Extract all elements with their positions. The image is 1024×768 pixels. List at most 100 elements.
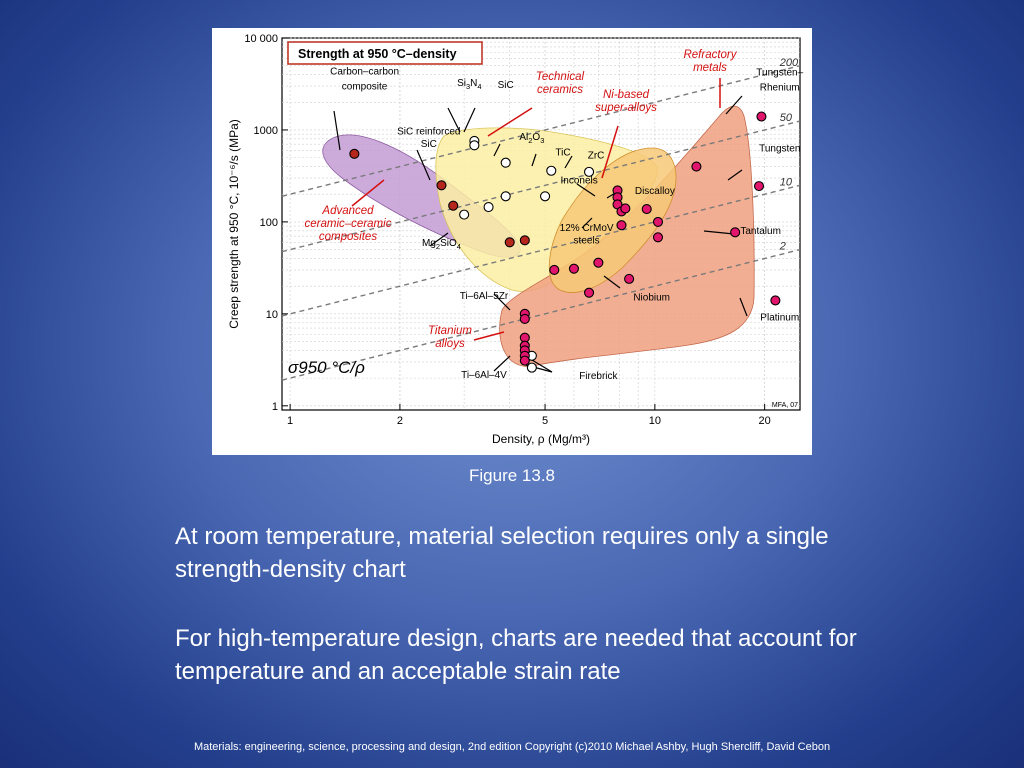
y-tick-label: 1 xyxy=(272,401,278,413)
point-layer xyxy=(349,111,781,373)
y-axis-title: Creep strength at 950 °C, 10⁻⁶/s (MPa) xyxy=(227,119,241,329)
data-point xyxy=(349,148,360,159)
material-label: Tantalum xyxy=(740,226,781,237)
axis-layer: 1 2 5 10 20 1 10 100 1000 10 000 Density, ρ (Mg/m³… xyxy=(227,33,771,446)
x-axis-title: Density, ρ (Mg/m³) xyxy=(492,432,590,446)
leader-zrc xyxy=(564,155,573,169)
material-label: Inconels xyxy=(561,176,598,187)
leader-mg2sio4 xyxy=(429,232,449,247)
leader-crmov xyxy=(581,217,593,229)
guide-line-label: σ950 °C/ρ xyxy=(288,358,365,377)
leader-tungsten-rhenium xyxy=(725,95,743,115)
guide-label-10: 10 xyxy=(780,176,793,188)
strength-density-chart: 200 50 10 2 xyxy=(212,28,812,455)
data-point xyxy=(652,216,664,227)
paragraph-room-temperature: At room temperature, material selection … xyxy=(175,523,829,583)
data-point xyxy=(593,257,604,268)
leader-firebrick-2 xyxy=(521,363,553,373)
leader-niobium xyxy=(603,275,621,289)
x-tick-label: 1 xyxy=(287,415,293,427)
guide-layer: 200 50 10 2 xyxy=(281,57,801,381)
guide-line-50 xyxy=(281,120,801,253)
material-label: Platinum xyxy=(760,312,799,323)
y-tick-label: 100 xyxy=(260,217,278,229)
data-point xyxy=(583,166,595,177)
material-label: SiC xyxy=(498,80,514,91)
y-tick-label: 10 000 xyxy=(244,33,278,45)
material-label: composite xyxy=(342,82,388,93)
data-point xyxy=(546,165,557,176)
data-point xyxy=(526,362,537,373)
material-label: Niobium xyxy=(633,292,670,303)
guide-line-10 xyxy=(281,184,801,317)
x-tick-label: 2 xyxy=(397,415,403,427)
paragraph-high-temperature: For high-temperature design, charts are … xyxy=(175,625,857,685)
data-point xyxy=(691,161,702,172)
material-label: Firebrick xyxy=(579,371,618,382)
data-point xyxy=(756,111,767,122)
guide-label-2: 2 xyxy=(779,241,786,253)
data-point xyxy=(500,157,511,168)
leader-ti4v xyxy=(493,355,511,372)
figure-caption: Figure 13.8 xyxy=(469,466,555,485)
data-point xyxy=(436,180,447,191)
material-label: Si3N4 xyxy=(457,78,481,91)
material-label: Discalloy xyxy=(635,186,675,197)
material-label: SiC xyxy=(421,139,437,150)
copyright-footer: Materials: engineering, science, process… xyxy=(193,741,831,753)
guide-line-2 xyxy=(281,248,801,381)
data-point xyxy=(652,232,664,243)
y-tick-label: 10 xyxy=(266,309,278,321)
data-point xyxy=(483,202,494,213)
material-label: 12% CrMoV xyxy=(560,223,614,234)
label-ni-alloys: Ni-based super-alloys xyxy=(595,89,657,114)
data-point xyxy=(616,220,627,231)
data-point xyxy=(504,237,515,248)
chart-title: Strength at 950 °C–density xyxy=(298,47,457,61)
guide-line-200 xyxy=(281,65,801,197)
material-label: Ti–6Al–4V xyxy=(461,370,507,381)
bubble-layer xyxy=(322,105,755,367)
leader-tungsten xyxy=(727,169,743,181)
data-point xyxy=(583,287,595,298)
material-label: Ti–6Al–5Zr xyxy=(460,291,509,302)
leader-al2o3 xyxy=(493,143,501,157)
leader-platinum xyxy=(739,297,748,317)
chart-svg: 200 50 10 2 xyxy=(227,33,804,446)
data-point xyxy=(549,264,560,276)
data-point xyxy=(753,181,765,192)
material-label: Tungsten xyxy=(759,144,800,155)
material-label: Al2O3 xyxy=(519,132,544,145)
redleader-nickel xyxy=(601,125,619,179)
material-label: Tungsten– xyxy=(756,68,803,79)
material-label: ZrC xyxy=(588,150,605,161)
y-tick-label: 1000 xyxy=(254,125,278,137)
data-point xyxy=(500,191,511,202)
data-point xyxy=(519,313,530,324)
data-point xyxy=(540,191,551,202)
material-label: Carbon–carbon xyxy=(330,67,399,78)
label-composites: Advanced ceramic–ceramic composites xyxy=(305,205,392,243)
x-tick-label: 10 xyxy=(649,415,661,427)
chart-mark: MFA, 07 xyxy=(772,402,798,409)
leader-tic xyxy=(531,153,537,167)
leader-si3n4 xyxy=(447,107,461,133)
label-titanium: Titanium alloys xyxy=(428,325,472,350)
material-label: TiC xyxy=(555,147,570,158)
data-point xyxy=(568,263,579,274)
x-tick-label: 5 xyxy=(542,415,548,427)
redleader-titanium xyxy=(473,331,505,341)
data-point xyxy=(620,203,631,214)
leader-ti5zr xyxy=(493,293,511,311)
leader-sic-reinforced xyxy=(416,149,431,181)
data-point xyxy=(448,200,459,211)
redleader-composites xyxy=(351,179,385,207)
leader-layer xyxy=(333,78,748,373)
leader-inconels xyxy=(576,183,596,197)
leader-sic xyxy=(463,107,476,133)
redleader-technical xyxy=(487,107,533,137)
leader-carbon xyxy=(333,110,341,151)
data-point xyxy=(770,295,781,306)
chart-title-box xyxy=(287,41,483,65)
